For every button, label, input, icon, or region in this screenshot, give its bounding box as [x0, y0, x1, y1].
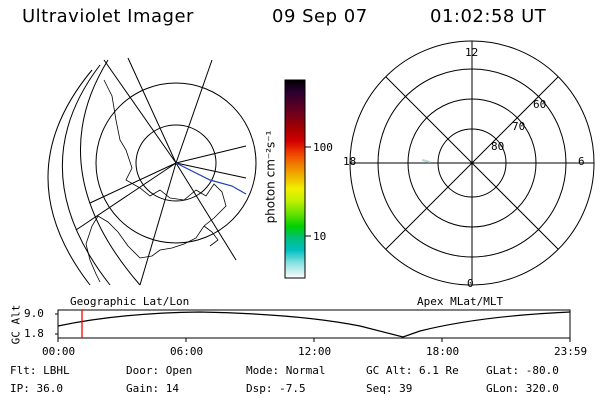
geo-lat-circle-mid — [95, 82, 257, 244]
status-seq: Seq: 39 — [366, 382, 413, 395]
polar-faint-emission — [421, 159, 431, 163]
mlat-label-70: 70 — [512, 120, 526, 133]
status-ip: IP: 36.0 — [10, 382, 63, 395]
polar-diag-2 — [385, 76, 559, 250]
altitude-curve — [57, 311, 571, 338]
geo-meridian-4 — [175, 145, 247, 164]
geo-meridian-2 — [127, 57, 177, 164]
apex-polar-plot — [349, 40, 595, 286]
mlat-label-60: 60 — [533, 98, 547, 111]
geo-coastline — [85, 79, 227, 283]
status-glat: GLat: -80.0 — [486, 364, 559, 377]
mlt-label-0: 0 — [467, 277, 474, 290]
status-glon: GLon: 320.0 — [486, 382, 559, 395]
status-filter: Flt: LBHL — [10, 364, 70, 377]
geo-blue-track — [175, 162, 247, 195]
geo-meridian-8 — [75, 162, 177, 231]
time-label: 01:02:58 UT — [430, 6, 547, 27]
altitude-plot — [55, 309, 571, 342]
status-gc-alt: GC Alt: 6.1 Re — [366, 364, 459, 377]
mlt-label-6: 6 — [578, 155, 585, 168]
altitude-ytick-9: 9.0 — [24, 307, 44, 320]
altitude-xtick-1200: 12:00 — [298, 345, 332, 358]
mlt-label-12: 12 — [465, 46, 479, 59]
geo-meridian-6 — [175, 162, 237, 261]
altitude-xtick-2359: 23:59 — [554, 345, 588, 358]
status-mode: Mode: Normal — [246, 364, 326, 377]
altitude-xtick-1800: 18:00 — [426, 345, 460, 358]
geo-lat-circle-inner — [135, 124, 217, 202]
status-dsp: Dsp: -7.5 — [246, 382, 306, 395]
geo-lat-arc-outer1 — [79, 59, 141, 286]
colorbar-tick-label-100: 100 — [313, 141, 333, 154]
geographic-map — [47, 57, 257, 286]
mlt-label-18: 18 — [343, 155, 357, 168]
colorbar-tick-label-10: 10 — [313, 230, 327, 243]
geo-lat-arc-outer2 — [61, 64, 111, 286]
geo-meridian-1 — [103, 59, 177, 164]
colorbar-unit-label: photon cm⁻²s⁻¹ — [263, 130, 278, 224]
geo-meridian-7 — [139, 162, 177, 286]
altitude-xtick-0000: 00:00 — [42, 345, 76, 358]
instrument-title: Ultraviolet Imager — [22, 6, 194, 27]
geo-meridian-5 — [175, 162, 247, 179]
geo-lat-arc-outer3 — [47, 69, 93, 286]
colorbar — [284, 79, 306, 279]
geo-meridian-9 — [89, 162, 177, 204]
apex-panel-label: Apex MLat/MLT — [417, 295, 504, 308]
altitude-plot-frame — [57, 309, 571, 339]
altitude-ytick-1-8: 1.8 — [24, 327, 44, 340]
status-gain: Gain: 14 — [126, 382, 179, 395]
altitude-xtick-0600: 06:00 — [170, 345, 204, 358]
geo-meridian-3 — [175, 59, 213, 164]
altitude-ylabel: GC Alt — [9, 304, 23, 345]
status-door: Door: Open — [126, 364, 193, 377]
date-label: 09 Sep 07 — [272, 6, 368, 27]
geo-panel-label: Geographic Lat/Lon — [70, 295, 190, 308]
mlat-label-80: 80 — [491, 140, 505, 153]
